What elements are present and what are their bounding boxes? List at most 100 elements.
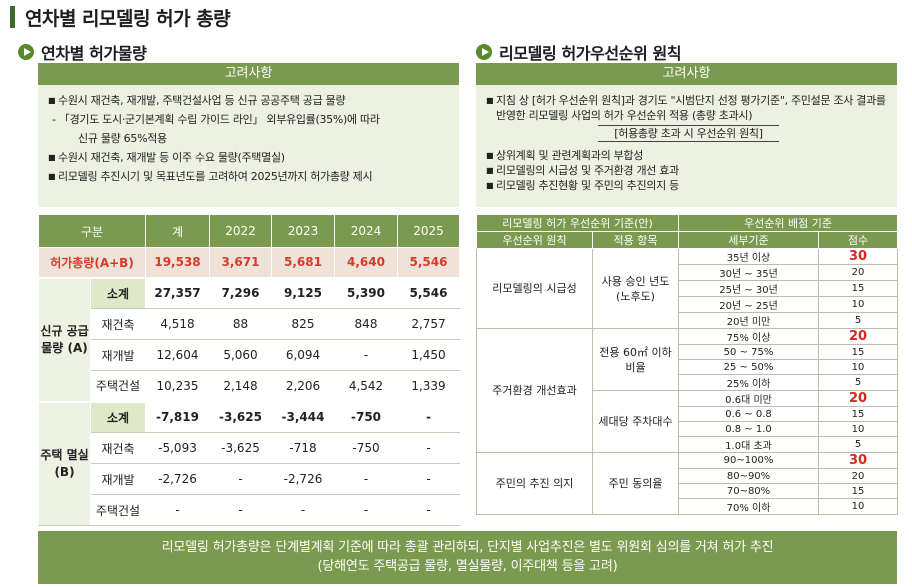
criteria-cell: 0.8 ~ 1.0 xyxy=(678,421,820,437)
criteria-cell: 25년 ~ 30년 xyxy=(678,280,820,297)
table-cell: - xyxy=(209,494,272,526)
header-cell: 구분 xyxy=(38,214,146,248)
table-row: 재개발 -2,726 - -2,726 - - xyxy=(39,463,460,495)
table-cell: 27,357 xyxy=(145,276,210,309)
score-cell: 10 xyxy=(818,296,899,313)
table-cell: 12,604 xyxy=(145,339,210,371)
left-section-title: 연차별 허가물량 xyxy=(18,40,147,64)
bullet-icon: ■ xyxy=(48,172,56,181)
item-cell: 사용 승인 년도 (노후도) xyxy=(591,248,680,329)
table-row: 리모델링의 시급성 사용 승인 년도 (노후도) 35년 이상 30 xyxy=(476,248,899,329)
score-cell: 30 xyxy=(818,248,899,265)
table-cell: 7,296 xyxy=(209,276,272,309)
left-considerations-box: 고려사항 ■ 수원시 재건축, 재개발, 주택건설사업 등 신규 공공주택 공급 … xyxy=(38,63,459,207)
table-cell: - xyxy=(145,494,210,526)
table-cell: 1,450 xyxy=(397,339,460,371)
left-section-title-text: 연차별 허가물량 xyxy=(41,44,147,63)
criteria-cell: 70~80% xyxy=(678,483,820,499)
total-cell: 5,546 xyxy=(397,247,460,278)
score-cell: 5 xyxy=(818,374,899,391)
criteria-cell: 25% 이하 xyxy=(678,374,820,391)
right-section-title: 리모델링 허가우선순위 원칙 xyxy=(476,40,682,64)
bullet-icon: ■ xyxy=(486,151,494,160)
item-cell: 세대당 주차대수 xyxy=(591,390,680,453)
table-row: 25 ~ 50% 10 xyxy=(477,359,899,375)
criteria-cell: 25 ~ 50% xyxy=(678,359,820,375)
right-bullet: ■ 리모델링의 시급성 및 주거환경 개선 효과 xyxy=(486,164,679,177)
table-row: 재건축 -5,093 -3,625 -718 -750 - xyxy=(39,432,460,464)
table-cell: -750 xyxy=(334,432,398,464)
bullet-icon: ■ xyxy=(486,96,494,105)
header-cell: 2025 xyxy=(397,214,460,248)
criteria-cell: 20년 미만 xyxy=(678,312,820,329)
table-cell: - xyxy=(397,463,460,495)
table-row: 70% 이하 10 xyxy=(477,498,899,515)
principle-cell: 리모델링의 시급성 xyxy=(476,248,593,329)
header-cell: 계 xyxy=(145,214,210,248)
table-cell: 2,148 xyxy=(209,370,272,402)
criteria-cell: 90~100% xyxy=(678,452,820,469)
score-cell: 10 xyxy=(818,421,899,437)
table-cell: -7,819 xyxy=(145,400,210,433)
table-row: 20년 미만 5 xyxy=(477,312,899,329)
criteria-cell: 0.6 ~ 0.8 xyxy=(678,406,820,422)
table-cell: 825 xyxy=(271,308,335,340)
score-cell: 15 xyxy=(818,280,899,297)
table-cell: - xyxy=(271,494,335,526)
summary-banner: 리모델링 허가총량은 단계별계획 기준에 따라 총괄 관리하되, 단지별 사업추… xyxy=(38,531,897,584)
table-cell: - xyxy=(397,494,460,526)
table-cell: - xyxy=(397,400,460,433)
table-cell: -718 xyxy=(271,432,335,464)
header-cell: 2023 xyxy=(271,214,335,248)
right-bullet: ■ 상위계획 및 관련계획과의 부합성 xyxy=(486,149,644,162)
table-header-row: 우선순위 원칙 적용 항목 세부기준 점수 xyxy=(476,231,899,249)
score-cell: 15 xyxy=(818,406,899,422)
table-cell: - xyxy=(334,463,398,495)
page-title: 연차별 리모델링 허가 총량 xyxy=(25,7,231,30)
total-cell: 19,538 xyxy=(145,247,210,278)
bullet-icon: ■ xyxy=(486,166,494,175)
table-header-row: 구분 계 2022 2023 2024 2025 xyxy=(38,214,460,248)
table-cell: 1,339 xyxy=(397,370,460,402)
table-row: 신규 공급 물량 (A) 소계 27,357 7,296 9,125 5,390… xyxy=(38,276,460,402)
row-label: 재건축 xyxy=(90,432,146,464)
title-marker xyxy=(10,6,15,28)
criteria-cell: 35년 이상 xyxy=(678,248,820,265)
table-cell: - xyxy=(397,432,460,464)
page-header: 연차별 리모델링 허가 총량 xyxy=(0,0,912,34)
table-cell: -3,625 xyxy=(209,400,272,433)
left-consider-head: 고려사항 xyxy=(38,63,459,85)
summary-line-2: (당해연도 주택공급 물량, 멸실물량, 이주대책 등을 고려) xyxy=(317,559,618,574)
table-cell: 848 xyxy=(334,308,398,340)
left-bullet: ■ 리모델링 추진시기 및 목표년도를 고려하여 2025년까지 허가총량 제시 xyxy=(48,167,449,186)
score-cell: 15 xyxy=(818,483,899,499)
table-row: 50 ~ 75% 15 xyxy=(477,344,899,360)
table-row: 25년 ~ 30년 15 xyxy=(477,280,899,297)
priority-principle-box: [허용총량 초과 시 우선순위 원칙] xyxy=(486,125,887,142)
row-label: 주택건설 xyxy=(90,494,146,526)
table-row: 주택건설 10,235 2,148 2,206 4,542 1,339 xyxy=(39,370,460,402)
table-cell: 4,542 xyxy=(334,370,398,402)
table-row: 주택건설 - - - - - xyxy=(39,494,460,526)
criteria-cell: 80~90% xyxy=(678,468,820,484)
table-cell: 10,235 xyxy=(145,370,210,402)
header-cell: 우선순위 원칙 xyxy=(476,231,593,249)
score-cell: 20 xyxy=(818,390,899,407)
criteria-cell: 75% 이상 xyxy=(678,328,820,345)
table-cell: -5,093 xyxy=(145,432,210,464)
bullet-icon: ■ xyxy=(48,153,56,162)
criteria-cell: 0.6대 미만 xyxy=(678,390,820,407)
criteria-cell: 70% 이하 xyxy=(678,498,820,515)
table-header-row: 리모델링 허가 우선순위 기준(안) 우선순위 배점 기준 xyxy=(475,214,899,232)
table-row: 주민의 추진 의지 주민 동의율 90~100% 30 xyxy=(476,452,899,515)
table-row: 80~90% 20 xyxy=(477,468,899,484)
table-cell: 88 xyxy=(209,308,272,340)
right-considerations-box: 고려사항 ■ 지침 상 [허가 우선순위 원칙]과 경기도 "시범단지 선정 평가… xyxy=(476,63,897,207)
priority-principle-label: [허용총량 초과 시 우선순위 원칙] xyxy=(598,125,779,142)
table-cell: 6,094 xyxy=(271,339,335,371)
header-cell: 세부기준 xyxy=(678,231,820,249)
left-bullet: ■ 수원시 재건축, 재개발 등 이주 수요 물량(주택멸실) xyxy=(48,148,449,167)
score-cell: 20 xyxy=(818,328,899,345)
table-cell: -3,444 xyxy=(271,400,335,433)
table-cell: - xyxy=(334,494,398,526)
